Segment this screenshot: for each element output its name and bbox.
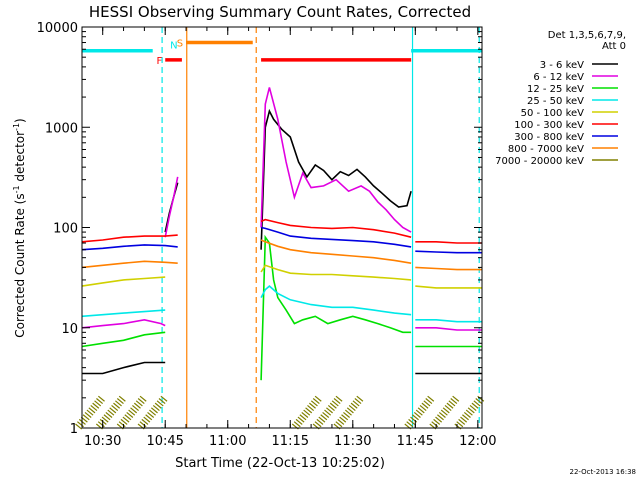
series-8-segment-2-mark-1: [429, 395, 460, 430]
y-axis-label-sup2: -1: [12, 123, 21, 131]
series-4-segment-0: [81, 276, 166, 287]
series-8-segment-2-mark-2: [454, 395, 485, 430]
legend-header-1: Att 0: [602, 41, 626, 52]
y-tick-label-4: 10000: [37, 21, 78, 36]
series-6-segment-0: [81, 244, 178, 251]
series-2-segment-1: [260, 234, 412, 381]
y-axis-label: Corrected Count Rate (s-1 detector-1): [12, 118, 27, 337]
y-axis-label-main: Corrected Count Rate (s: [13, 193, 27, 337]
x-tick-label-4: 11:30: [334, 434, 371, 449]
series-5-segment-0: [81, 234, 178, 243]
legend-label-1: 6 - 12 keV: [533, 72, 584, 83]
legend-label-4: 50 - 100 keV: [521, 108, 585, 119]
y-tick-label-2: 100: [53, 222, 78, 237]
series-4-segment-2: [415, 285, 482, 289]
legend-label-8: 7000 - 20000 keV: [495, 156, 584, 167]
series-1-segment-2: [260, 87, 412, 233]
series-7-segment-2: [415, 266, 482, 271]
y-tick-label-1: 10: [61, 322, 78, 337]
series-0-segment-2: [260, 108, 412, 250]
y-tick-label-0: 1: [70, 422, 78, 437]
series-8-segment-1-mark-0: [291, 395, 323, 430]
series-layer: [75, 87, 485, 430]
series-7-segment-0: [81, 260, 178, 269]
series-8-segment-1-mark-1: [312, 395, 343, 430]
series-3-segment-2: [415, 318, 482, 323]
series-8-segment-2-mark-0: [404, 395, 435, 430]
axes: [81, 26, 483, 429]
flag-label-n: N: [170, 41, 177, 52]
flag-bars: FN S: [82, 39, 482, 67]
x-tick-label-6: 12:00: [459, 434, 496, 449]
y-tick-label-3: 1000: [45, 121, 78, 136]
legend-label-0: 3 - 6 keV: [540, 60, 584, 71]
x-tick-label-5: 11:45: [397, 434, 434, 449]
legend-header-0: Det 1,3,5,6,7,9,: [548, 30, 626, 41]
series-2-segment-0: [81, 331, 166, 348]
x-tick-label-0: 10:30: [84, 434, 121, 449]
series-7-segment-1: [260, 239, 412, 264]
x-tick-label-2: 11:00: [209, 434, 246, 449]
series-3-segment-0: [81, 309, 166, 318]
series-1-segment-3: [415, 326, 482, 331]
legend-label-5: 100 - 300 keV: [514, 120, 584, 131]
x-axis-label: Start Time (22-Oct-13 10:25:02): [175, 456, 385, 471]
series-1-segment-0: [81, 318, 166, 329]
y-axis-label-mid: detector: [13, 131, 27, 186]
y-axis-label-end: ): [13, 118, 27, 123]
series-0-segment-0: [81, 361, 166, 375]
series-5-segment-1: [260, 218, 412, 238]
legend-label-2: 12 - 25 keV: [527, 84, 584, 95]
chart-title: HESSI Observing Summary Count Rates, Cor…: [89, 3, 471, 21]
series-5-segment-2: [415, 241, 482, 244]
plot-frame: [81, 26, 483, 429]
series-3-segment-1: [260, 285, 412, 316]
y-axis-label-sup1: -1: [12, 185, 21, 193]
x-tick-label-3: 11:15: [272, 434, 309, 449]
legend-label-3: 25 - 50 keV: [527, 96, 584, 107]
series-4-segment-1: [260, 264, 412, 281]
series-6-segment-1: [260, 226, 412, 248]
axis-ticks: 10:30 10:45 11:00 11:15 11:30 11:45 12:00 1 10 10…: [37, 21, 497, 449]
x-tick-label-1: 10:45: [146, 434, 183, 449]
series-8-segment-1-mark-2: [333, 395, 364, 430]
timestamp: 22-Oct-2013 16:38: [570, 468, 636, 476]
series-1-segment-1: [164, 176, 179, 238]
flag-label-f: F: [156, 56, 162, 67]
series-6-segment-2: [415, 250, 482, 254]
flag-label-s: S: [177, 39, 183, 50]
series-8-segment-0-mark-2: [116, 395, 147, 430]
series-8-segment-0-mark-3: [137, 395, 168, 430]
legend-label-7: 800 - 7000 keV: [508, 144, 584, 155]
legend-label-6: 300 - 800 keV: [514, 132, 584, 143]
